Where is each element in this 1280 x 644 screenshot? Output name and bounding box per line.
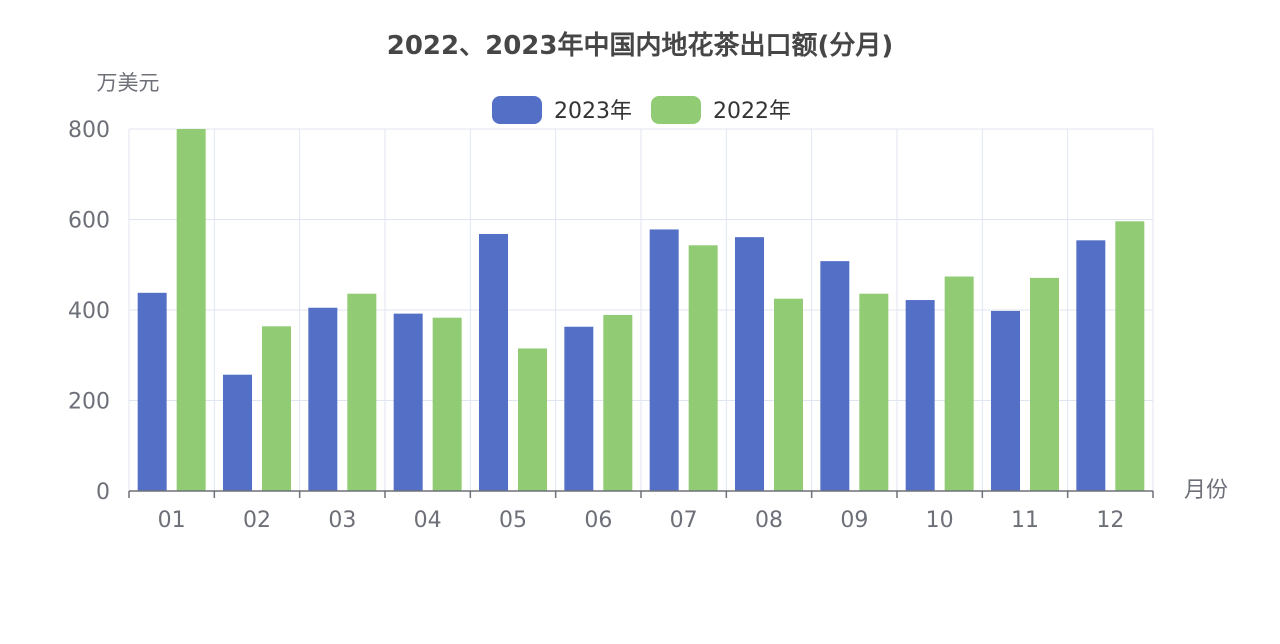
bar-2022年-05[interactable] — [518, 348, 547, 491]
legend-item-2022年[interactable]: 2022年 — [651, 96, 791, 124]
grid — [128, 128, 1154, 491]
bar-2022年-07[interactable] — [688, 245, 718, 491]
bar-2023年-05[interactable] — [479, 233, 508, 492]
bar-2023年-10[interactable] — [905, 300, 935, 491]
bar-2022年-08[interactable] — [774, 298, 803, 491]
bar-2023年-03[interactable] — [308, 307, 338, 491]
bar-2023年-07[interactable] — [649, 229, 679, 491]
legend-swatch — [651, 96, 701, 124]
bar-2022年-11[interactable] — [1030, 277, 1059, 491]
x-tick-label: 08 — [755, 508, 783, 533]
bar-2023年-04[interactable] — [393, 313, 423, 491]
bar-2022年-02[interactable] — [262, 326, 291, 491]
x-tick-label: 06 — [584, 508, 612, 533]
bar-2023年-02[interactable] — [223, 374, 252, 491]
x-tick-label: 03 — [328, 508, 356, 533]
x-tick-label: 02 — [243, 508, 271, 533]
x-tick-label: 05 — [499, 508, 527, 533]
y-axis-label: 万美元 — [97, 71, 160, 95]
bar-2022年-12[interactable] — [1115, 221, 1145, 491]
bar-2023年-06[interactable] — [564, 326, 594, 491]
axes: 0 200 400 600 800 01 02 03 04 05 06 07 08 09 10 11 12 — [68, 118, 1154, 533]
legend-label: 2022年 — [713, 99, 791, 124]
bar-2023年-11[interactable] — [991, 310, 1020, 491]
bar-2023年-12[interactable] — [1076, 240, 1106, 491]
bar-2022年-06[interactable] — [603, 314, 633, 491]
bar-2022年-01[interactable] — [176, 129, 206, 491]
x-tick-label: 01 — [158, 508, 186, 533]
bar-2022年-10[interactable] — [944, 276, 974, 491]
x-tick-label: 07 — [670, 508, 698, 533]
chart-title: 2022、2023年中国内地花茶出口额(分月) — [387, 30, 894, 61]
bar-2023年-09[interactable] — [820, 261, 850, 491]
bar-2022年-03[interactable] — [347, 293, 377, 491]
x-tick-label: 12 — [1096, 508, 1124, 533]
y-tick-label: 400 — [68, 299, 110, 324]
y-tick-label: 200 — [68, 390, 110, 415]
bar-2023年-08[interactable] — [735, 237, 764, 491]
x-tick-label: 10 — [926, 508, 954, 533]
legend-item-2023年[interactable]: 2023年 — [492, 96, 632, 124]
legend-label: 2023年 — [554, 99, 632, 124]
x-tick-label: 09 — [840, 508, 868, 533]
legend-swatch — [492, 96, 542, 124]
y-tick-label: 600 — [68, 209, 110, 234]
bar-2023年-01[interactable] — [137, 292, 167, 491]
y-tick-label: 0 — [96, 480, 110, 505]
bar-2022年-09[interactable] — [859, 293, 889, 491]
legend[interactable]: 2023年 2022年 — [492, 96, 791, 124]
x-axis-label: 月份 — [1184, 478, 1228, 503]
x-tick-label: 11 — [1011, 508, 1039, 533]
bars — [137, 129, 1145, 492]
x-tick-label: 04 — [414, 508, 442, 533]
y-tick-label: 800 — [68, 118, 110, 143]
bar-2022年-04[interactable] — [432, 317, 462, 491]
